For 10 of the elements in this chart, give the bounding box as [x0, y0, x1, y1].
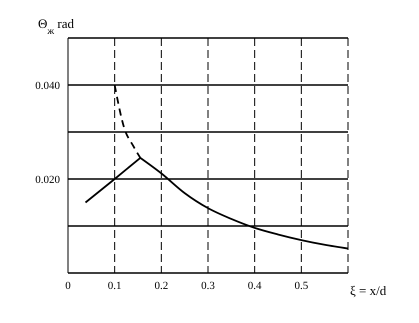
y-tick-label: 0.020: [35, 174, 60, 186]
x-axis-title: ξ = x/d: [350, 283, 387, 298]
x-tick-label: 0.4: [248, 280, 262, 292]
x-tick-label: 0: [65, 280, 72, 292]
x-tick-label: 0.3: [201, 280, 216, 292]
x-tick-label: 0.5: [294, 280, 309, 292]
x-tick-label: 0.1: [108, 280, 122, 292]
y-tick-label: 0.040: [35, 80, 60, 92]
x-tick-label: 0.2: [154, 280, 168, 292]
y-axis-title: Θ$_{ж}$ rad: [38, 16, 74, 36]
